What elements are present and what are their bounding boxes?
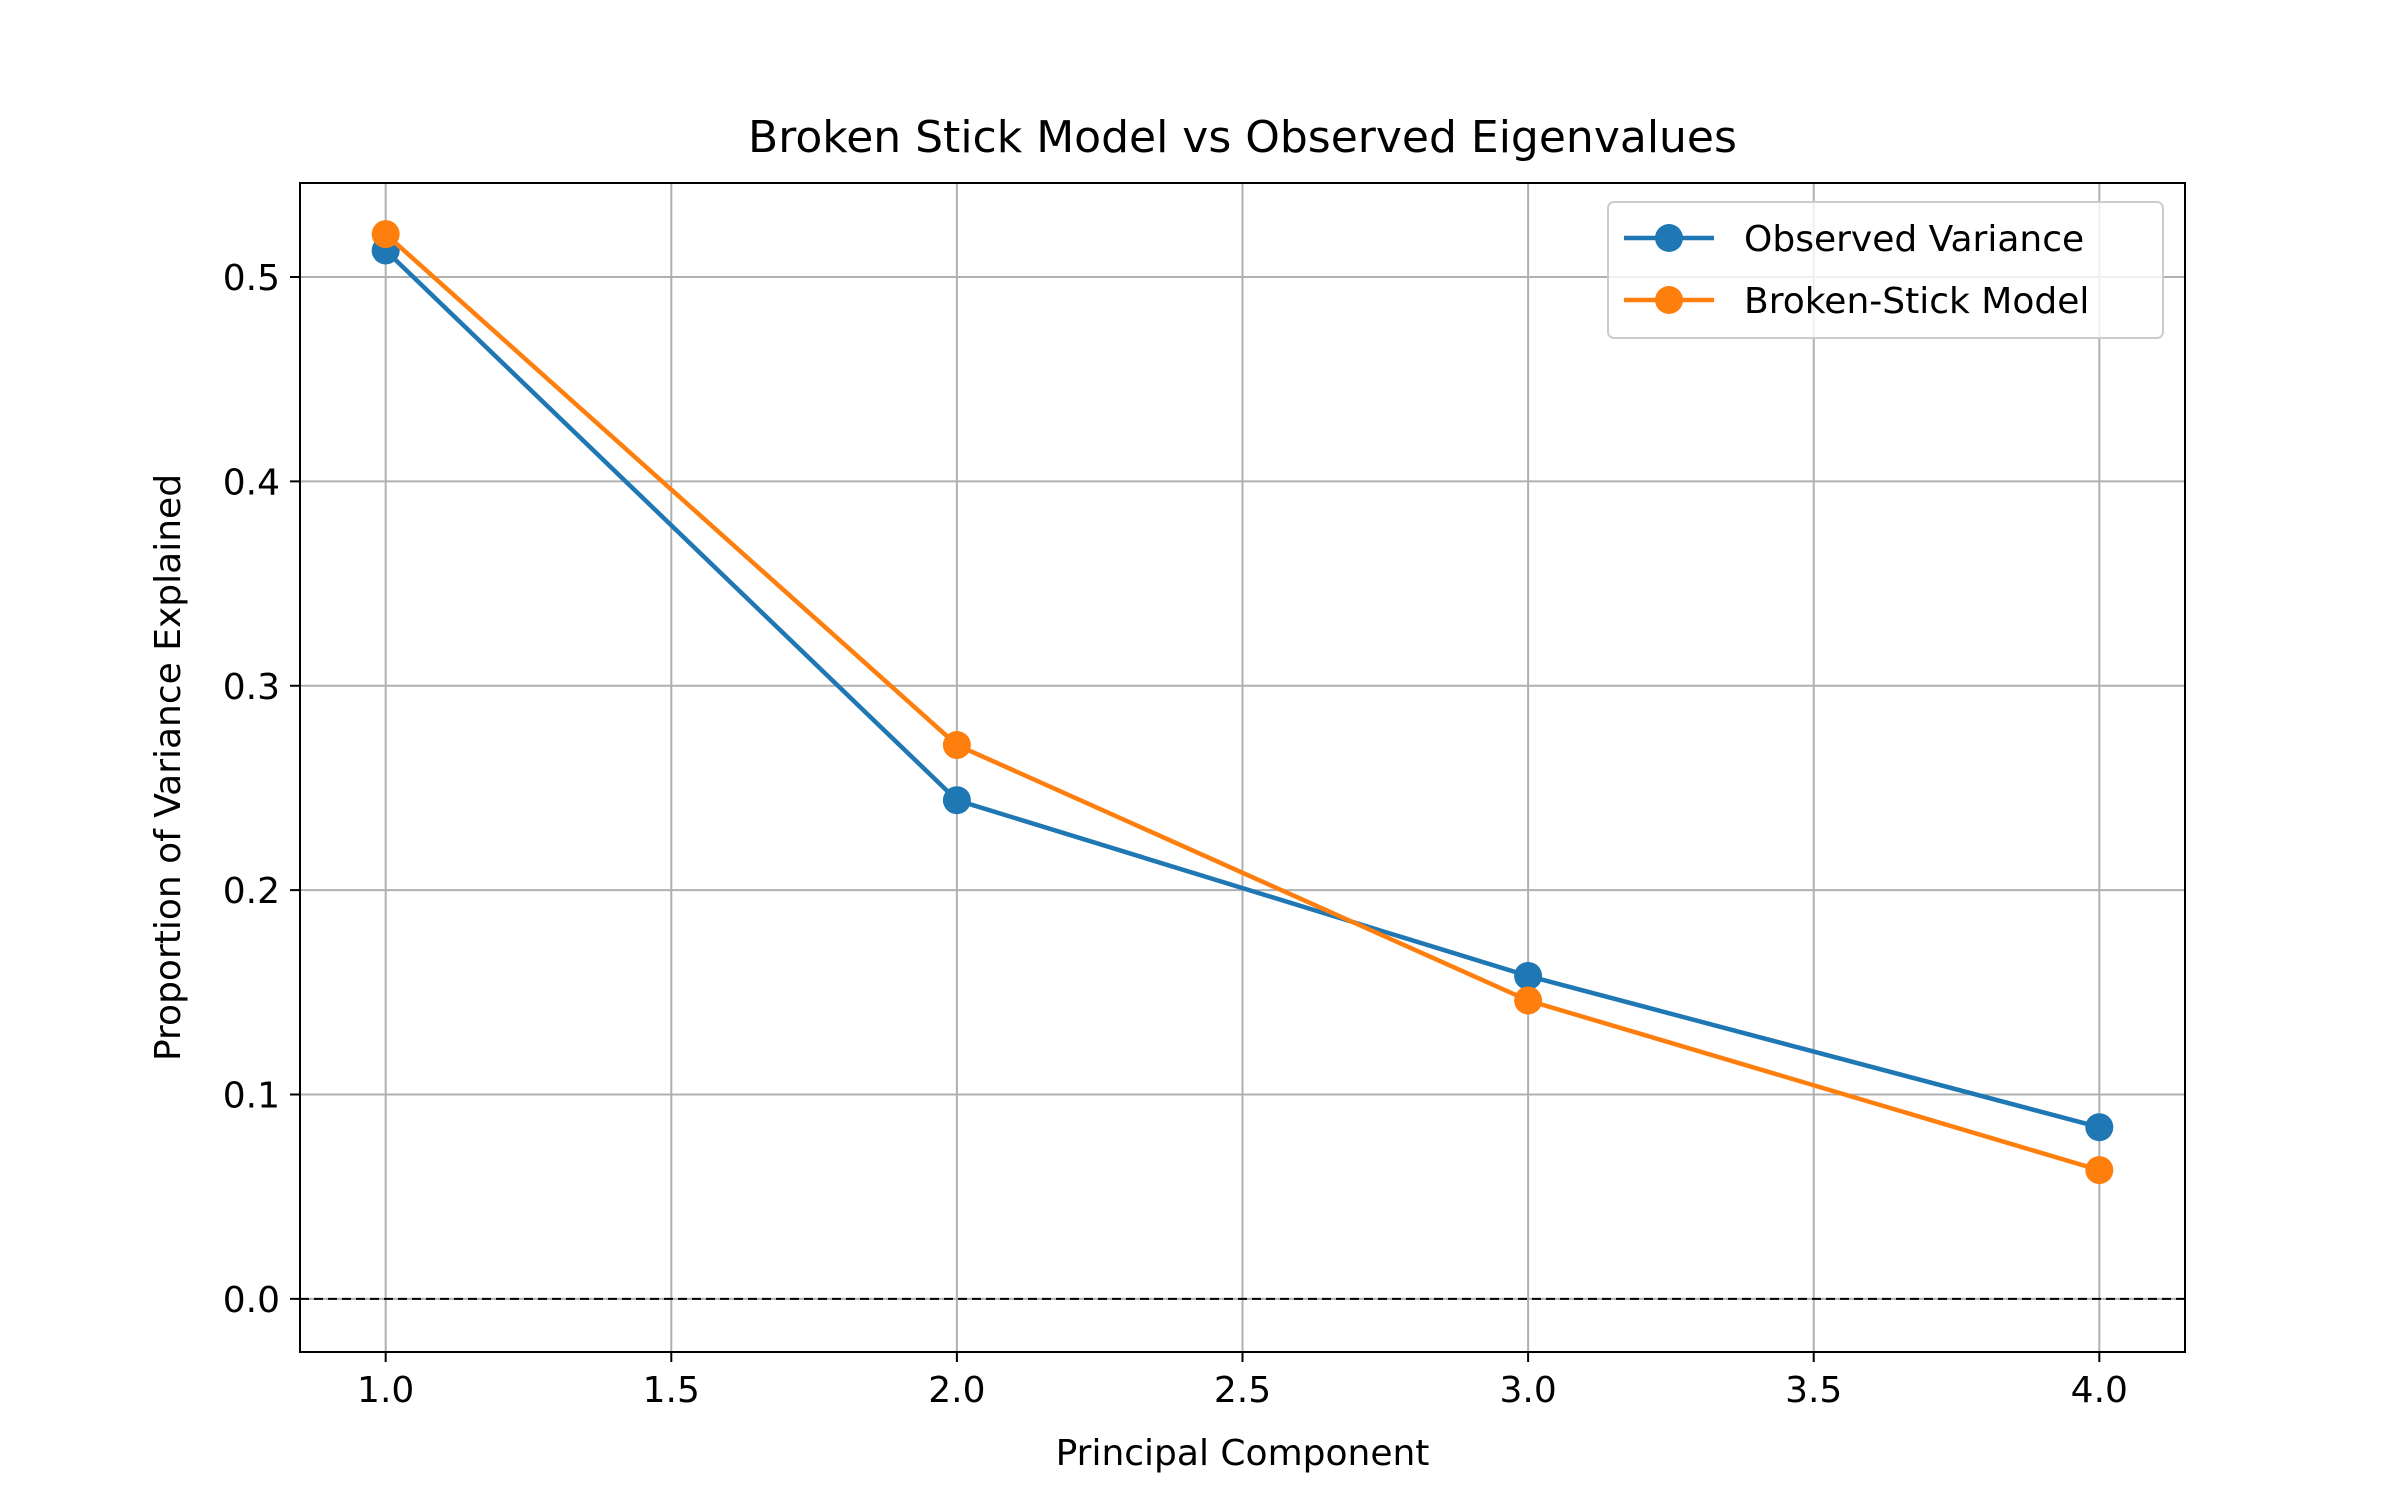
series-broken-stick-model <box>371 220 2114 1185</box>
data-point <box>1514 961 1543 990</box>
x-tick-label: 2.5 <box>1214 1370 1271 1411</box>
chart-title: Broken Stick Model vs Observed Eigenvalu… <box>748 112 1737 163</box>
y-tick-label: 0.5 <box>223 258 280 299</box>
legend-item: Observed Variance <box>1624 219 2084 260</box>
y-tick-label: 0.3 <box>223 667 280 708</box>
series-line <box>384 248 2100 1130</box>
y-tick-label: 0.0 <box>223 1280 280 1321</box>
series-observed-variance <box>371 236 2114 1142</box>
data-point <box>1514 986 1543 1015</box>
legend-label: Broken-Stick Model <box>1744 281 2089 322</box>
series-lines <box>371 220 2114 1185</box>
y-axis-label: Proportion of Variance Explained <box>148 474 189 1061</box>
data-point <box>942 731 971 760</box>
x-tick-label: 1.5 <box>643 1370 700 1411</box>
y-axis-ticks: 0.0 0.1 0.2 0.3 0.4 0.5 <box>223 258 300 1321</box>
x-tick-label: 1.0 <box>357 1370 414 1411</box>
legend-item: Broken-Stick Model <box>1624 281 2089 322</box>
legend-marker <box>1655 224 1683 252</box>
x-tick-label: 4.0 <box>2071 1370 2128 1411</box>
data-point <box>2085 1156 2114 1185</box>
data-point <box>371 220 400 249</box>
legend-label: Observed Variance <box>1744 219 2084 260</box>
x-axis-ticks: 1.0 1.5 2.0 2.5 3.0 3.5 4.0 <box>357 1352 2128 1411</box>
legend-box <box>1607 201 2164 339</box>
x-tick-label: 3.0 <box>1499 1370 1556 1411</box>
data-point <box>942 786 971 815</box>
legend-marker <box>1655 286 1683 314</box>
series-line <box>384 232 2100 1173</box>
y-tick-label: 0.2 <box>223 871 280 912</box>
y-tick-label: 0.4 <box>223 462 280 503</box>
x-axis-label: Principal Component <box>1056 1433 1430 1474</box>
data-point <box>2085 1113 2114 1142</box>
x-tick-label: 2.0 <box>928 1370 985 1411</box>
chart-legend: Observed Variance Broken-Stick Model <box>1607 201 2164 339</box>
y-tick-label: 0.1 <box>223 1075 280 1116</box>
x-tick-label: 3.5 <box>1785 1370 1842 1411</box>
